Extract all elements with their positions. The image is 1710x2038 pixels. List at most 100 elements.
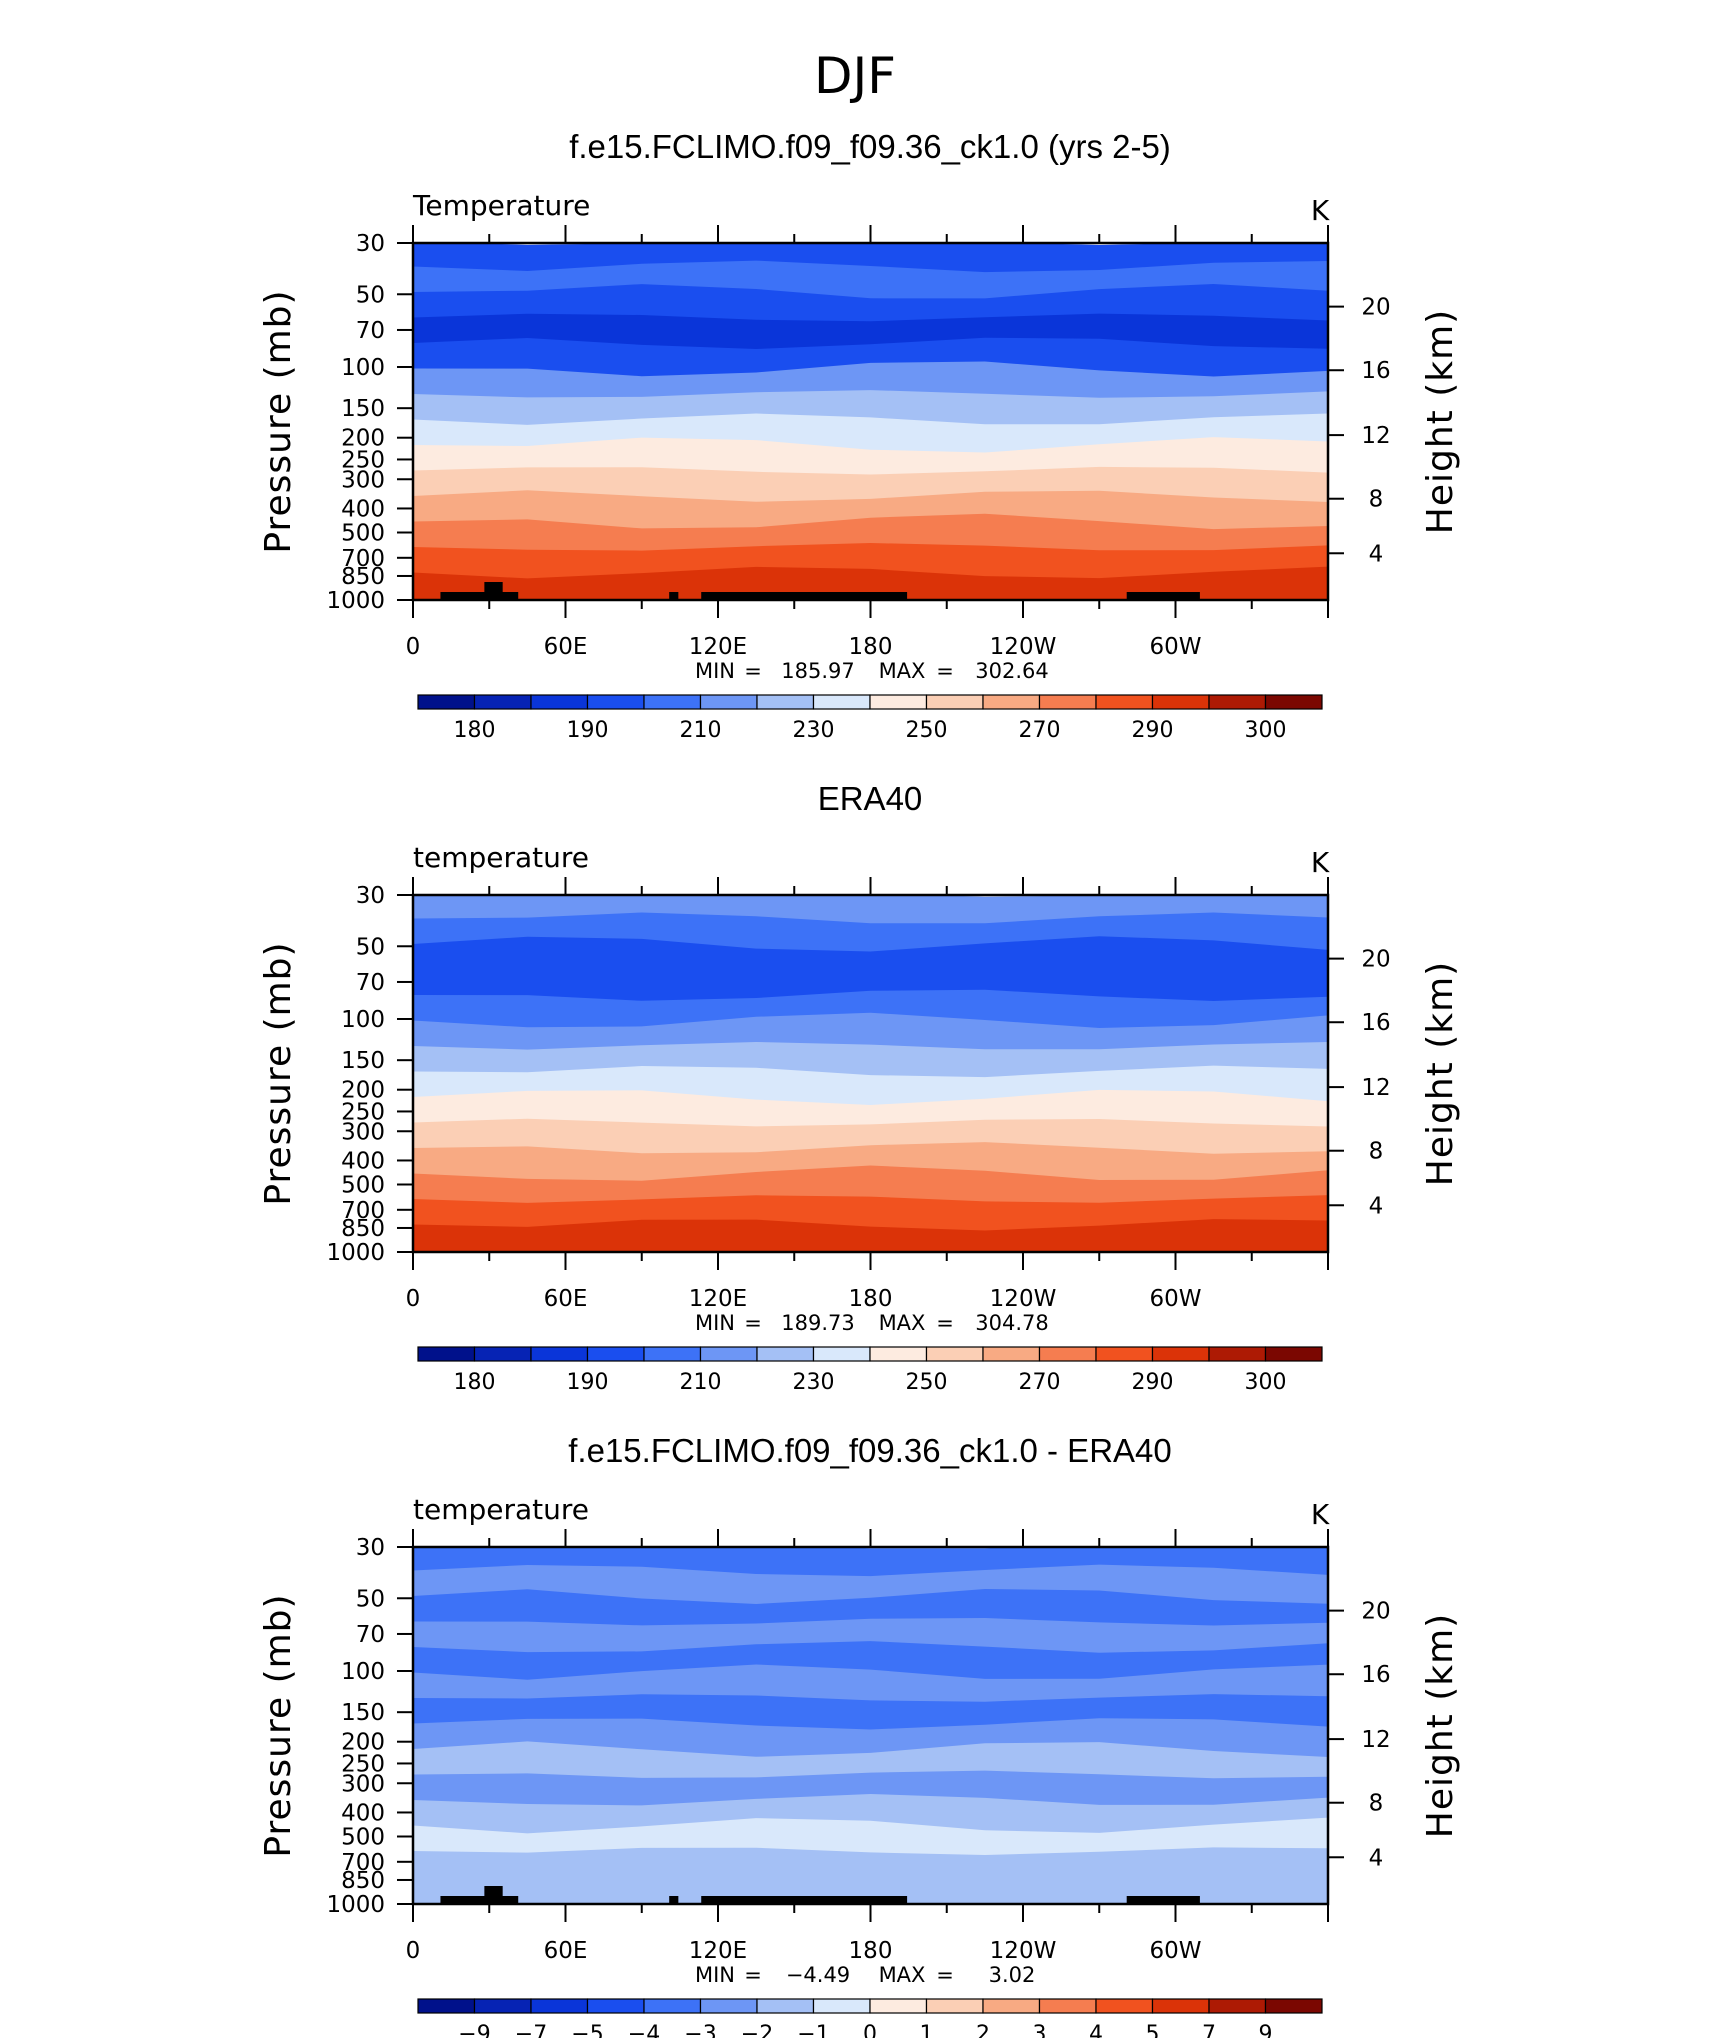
y-tick-label: 500 [341, 520, 385, 546]
height-tick-label: 20 [1361, 295, 1390, 321]
x-tick-label: 60W [1149, 634, 1201, 660]
x-tick-label: 60E [544, 1938, 588, 1964]
colorbar-swatch [982, 694, 1041, 710]
colorbar-label: 7 [1202, 2022, 1216, 2038]
y-tick-label: 700 [341, 1198, 385, 1224]
colorbar-swatch [925, 1346, 984, 1362]
height-tick-label: 8 [1369, 1791, 1384, 1817]
figure-title: DJF [814, 47, 896, 105]
min-equals: = [744, 1311, 762, 1335]
height-tick-label: 4 [1369, 1193, 1384, 1219]
y-tick-label: 70 [356, 318, 385, 344]
colorbar-label: 270 [1019, 718, 1061, 743]
max-value: 304.78 [975, 1311, 1048, 1335]
colorbar-swatch [1208, 1998, 1267, 2014]
contour-band [413, 1870, 1328, 1904]
colorbar-swatch [756, 1346, 815, 1362]
contour-band [413, 1219, 1328, 1252]
colorbar-label: −1 [797, 2022, 829, 2038]
colorbar-label: 230 [793, 718, 835, 743]
y-tick-label: 1000 [326, 588, 385, 614]
height-tick-label: 12 [1361, 423, 1390, 449]
colorbar-swatch [925, 1998, 984, 2014]
y-tick-label: 700 [341, 546, 385, 572]
y-axis-label-right: Height (km) [1420, 1613, 1461, 1838]
panel-title: f.e15.FCLIMO.f09_f09.36_ck1.0 (yrs 2-5) [569, 128, 1171, 165]
height-tick-label: 16 [1361, 358, 1390, 384]
colorbar-label: 250 [906, 1370, 948, 1395]
y-tick-label: 50 [356, 1586, 385, 1612]
colorbar-swatch [925, 694, 984, 710]
colorbar-swatch [812, 694, 871, 710]
colorbar-label: 290 [1132, 1370, 1174, 1395]
y-tick-label: 850 [341, 1868, 385, 1894]
colorbar-label: −3 [684, 2022, 716, 2038]
y-tick-label: 70 [356, 970, 385, 996]
max-equals: = [936, 1963, 954, 1987]
x-tick-label: 120E [689, 634, 747, 660]
topography-mask [701, 592, 908, 600]
y-tick-label: 400 [341, 1148, 385, 1174]
x-tick-label: 0 [406, 634, 421, 660]
x-tick-label: 60E [544, 1286, 588, 1312]
colorbar-label: −9 [458, 2022, 490, 2038]
topography-mask [1126, 1896, 1200, 1904]
contour-field [413, 243, 1328, 600]
min-label: MIN [695, 659, 735, 683]
colorbar-swatch [417, 1998, 476, 2014]
colorbar-label: 2 [976, 2022, 990, 2038]
colorbar-swatch [1038, 1998, 1097, 2014]
max-label: MAX [879, 659, 926, 683]
min-label: MIN [695, 1963, 735, 1987]
y-tick-label: 1000 [326, 1240, 385, 1266]
colorbar-swatch [812, 1998, 871, 2014]
x-tick-label: 180 [849, 634, 893, 660]
y-tick-label: 30 [356, 883, 385, 909]
y-tick-label: 150 [341, 1048, 385, 1074]
y-tick-label: 850 [341, 1216, 385, 1242]
y-tick-label: 70 [356, 1622, 385, 1648]
colorbar-swatch [586, 694, 645, 710]
colorbar-swatch [1151, 1346, 1210, 1362]
topography-mask [440, 1896, 519, 1904]
height-tick-label: 12 [1361, 1727, 1390, 1753]
colorbar-label: 0 [863, 2022, 877, 2038]
panel-title: ERA40 [818, 780, 923, 817]
colorbar-swatch [869, 1346, 928, 1362]
colorbar-swatch [1264, 1998, 1323, 2014]
y-tick-label: 50 [356, 934, 385, 960]
min-value: −4.49 [786, 1963, 850, 1987]
colorbar-label: 270 [1019, 1370, 1061, 1395]
colorbar-swatch [473, 1346, 532, 1362]
x-tick-label: 180 [849, 1286, 893, 1312]
y-tick-label: 300 [341, 467, 385, 493]
topography-mask [669, 1896, 679, 1904]
y-tick-label: 200 [341, 426, 385, 452]
colorbar-label: −5 [571, 2022, 603, 2038]
colorbar-label: 190 [567, 718, 609, 743]
colorbar-swatch [1038, 694, 1097, 710]
topography-mask [669, 592, 679, 600]
colorbar-swatch [417, 694, 476, 710]
y-tick-label: 850 [341, 564, 385, 590]
y-axis-label: Pressure (mb) [258, 941, 299, 1205]
y-tick-label: 500 [341, 1824, 385, 1850]
units-label: K [1311, 194, 1330, 227]
colorbar-swatch [643, 694, 702, 710]
colorbar-label: 300 [1245, 718, 1287, 743]
colorbar-label: 3 [1033, 2022, 1047, 2038]
colorbar-label: 180 [454, 718, 496, 743]
y-tick-label: 100 [341, 1659, 385, 1685]
colorbar-swatch [1038, 1346, 1097, 1362]
y-tick-label: 150 [341, 396, 385, 422]
colorbar-swatch [1151, 694, 1210, 710]
y-tick-label: 150 [341, 1700, 385, 1726]
height-tick-label: 12 [1361, 1075, 1390, 1101]
y-tick-label: 300 [341, 1119, 385, 1145]
x-tick-label: 120W [990, 1938, 1057, 1964]
colorbar-swatch [869, 694, 928, 710]
colorbar-swatch [982, 1346, 1041, 1362]
y-tick-label: 100 [341, 1007, 385, 1033]
colorbar-swatch [1208, 1346, 1267, 1362]
